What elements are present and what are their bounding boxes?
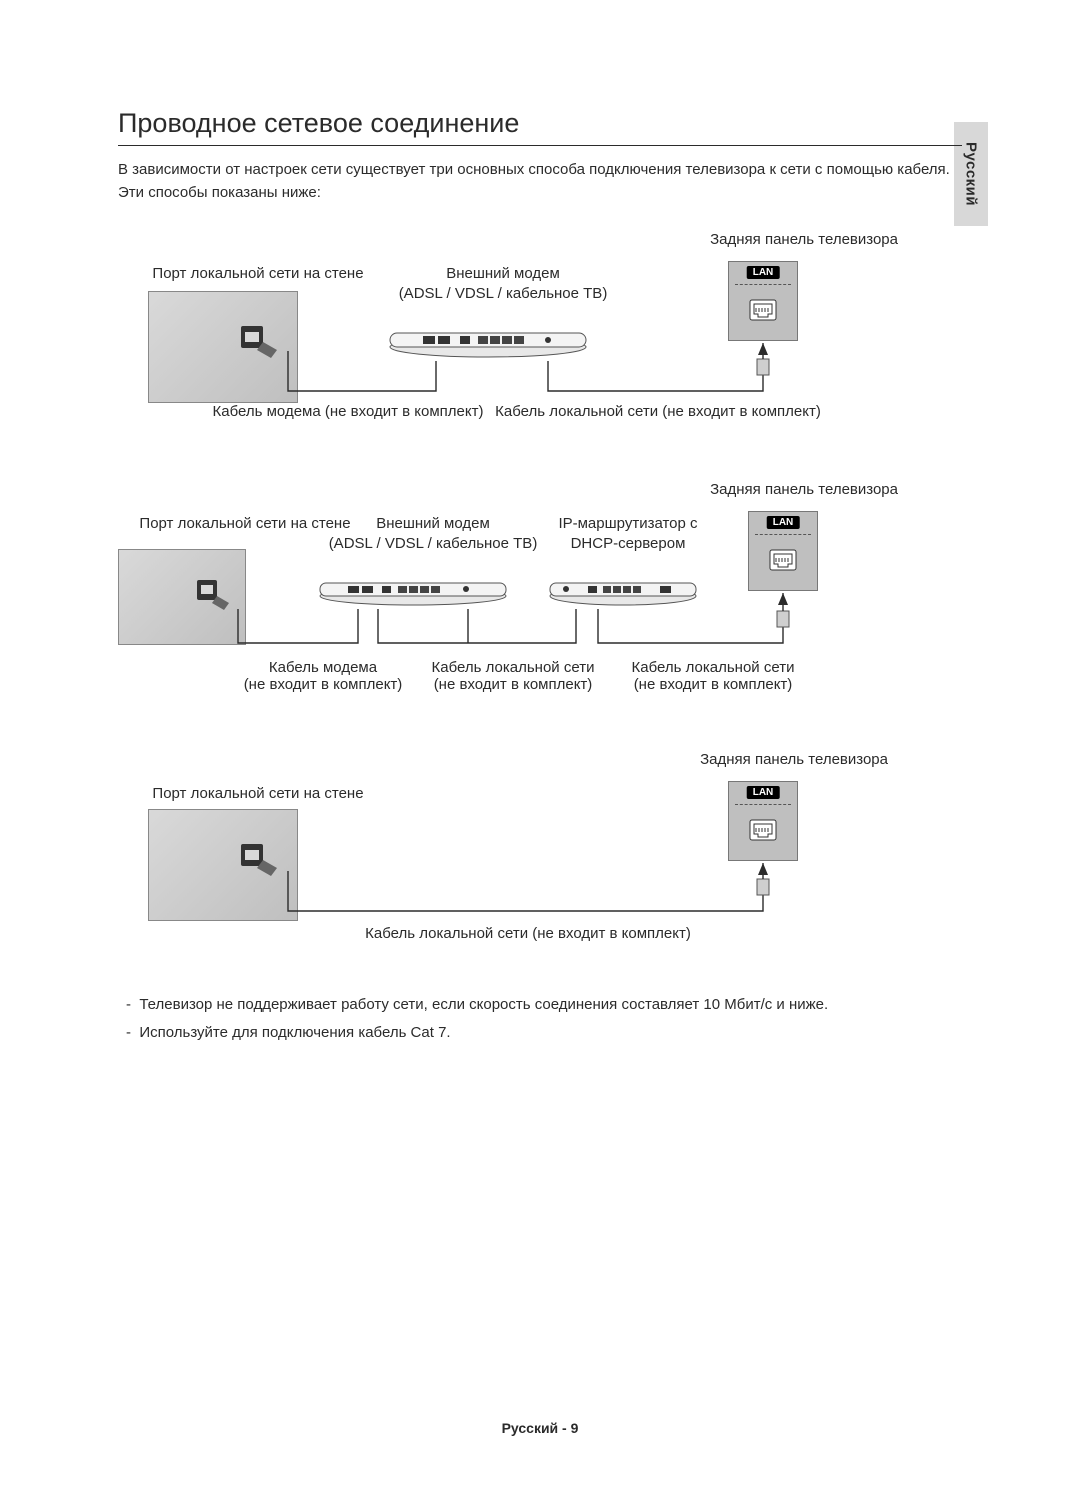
- wall-plate: [148, 291, 298, 403]
- modem-label-2: Внешний модем: [348, 515, 518, 532]
- tv-lan-port-2: LAN: [748, 511, 818, 591]
- modem-cable-short: Кабель модема (не входит в комплект): [238, 659, 408, 693]
- lan-badge: LAN: [747, 266, 780, 279]
- note-2: - Используйте для подключения кабель Cat…: [118, 1019, 962, 1048]
- diagram-3: Задняя панель телевизора Порт локальной …: [118, 751, 962, 951]
- modem-cable-label: Кабель модема (не входит в комплект): [198, 403, 498, 420]
- router-sub-label: DHCP-сервером: [538, 535, 718, 552]
- note-1: - Телевизор не поддерживает работу сети,…: [118, 991, 962, 1020]
- tv-lan-port-3: LAN: [728, 781, 798, 861]
- lan-cable-line1b: Кабель локальной сети: [618, 659, 808, 676]
- modem-label: Внешний модем: [398, 265, 608, 282]
- lan-cable-line2: (не входит в комплект): [418, 676, 608, 693]
- lan-cable-label: Кабель локальной сети (не входит в компл…: [478, 403, 838, 420]
- lan-badge-3: LAN: [747, 786, 780, 799]
- external-modem-2: [318, 569, 508, 612]
- note-1-text: Телевизор не поддерживает работу сети, е…: [139, 996, 828, 1013]
- tv-rear-label-3: Задняя панель телевизора: [608, 751, 888, 768]
- lan-cable-line1: Кабель локальной сети: [418, 659, 608, 676]
- tv-lan-port: LAN: [728, 261, 798, 341]
- notes: - Телевизор не поддерживает работу сети,…: [118, 991, 962, 1048]
- wall-port-label-3: Порт локальной сети на стене: [138, 785, 378, 802]
- lan-cable-2a: Кабель локальной сети (не входит в компл…: [418, 659, 608, 693]
- ip-router: [548, 569, 698, 612]
- modem-sub-label: (ADSL / VDSL / кабельное ТВ): [378, 285, 628, 302]
- page-content: Проводное сетевое соединение В зависимос…: [118, 108, 962, 1048]
- lan-cable-2b: Кабель локальной сети (не входит в компл…: [618, 659, 808, 693]
- external-modem: [388, 319, 588, 364]
- wall-plate-2: [118, 549, 246, 645]
- ethernet-jack-icon: [748, 818, 778, 844]
- ethernet-jack-icon: [768, 548, 798, 574]
- ethernet-jack-icon: [748, 298, 778, 324]
- diagram-1: Задняя панель телевизора Порт локальной …: [118, 231, 962, 441]
- lan-cable-3: Кабель локальной сети (не входит в компл…: [348, 925, 708, 942]
- page-footer: Русский - 9: [0, 1420, 1080, 1436]
- modem-cable-line1: Кабель модема: [238, 659, 408, 676]
- intro-text: В зависимости от настроек сети существуе…: [118, 158, 962, 205]
- language-tab-label: Русский: [963, 142, 980, 206]
- wall-port-label: Порт локальной сети на стене: [138, 265, 378, 282]
- tv-rear-label: Задняя панель телевизора: [618, 231, 898, 248]
- page-title: Проводное сетевое соединение: [118, 108, 962, 146]
- diagram-2: Задняя панель телевизора Порт локальной …: [118, 481, 962, 711]
- tv-rear-label-2: Задняя панель телевизора: [618, 481, 898, 498]
- modem-cable-line2: (не входит в комплект): [238, 676, 408, 693]
- note-2-text: Используйте для подключения кабель Cat 7…: [139, 1024, 450, 1041]
- wall-port-label-2: Порт локальной сети на стене: [130, 515, 360, 532]
- lan-badge-2: LAN: [767, 516, 800, 529]
- router-label: IP-маршрутизатор с: [538, 515, 718, 532]
- wall-plate-3: [148, 809, 298, 921]
- modem-sub-label-2: (ADSL / VDSL / кабельное ТВ): [308, 535, 558, 552]
- lan-cable-line2b: (не входит в комплект): [618, 676, 808, 693]
